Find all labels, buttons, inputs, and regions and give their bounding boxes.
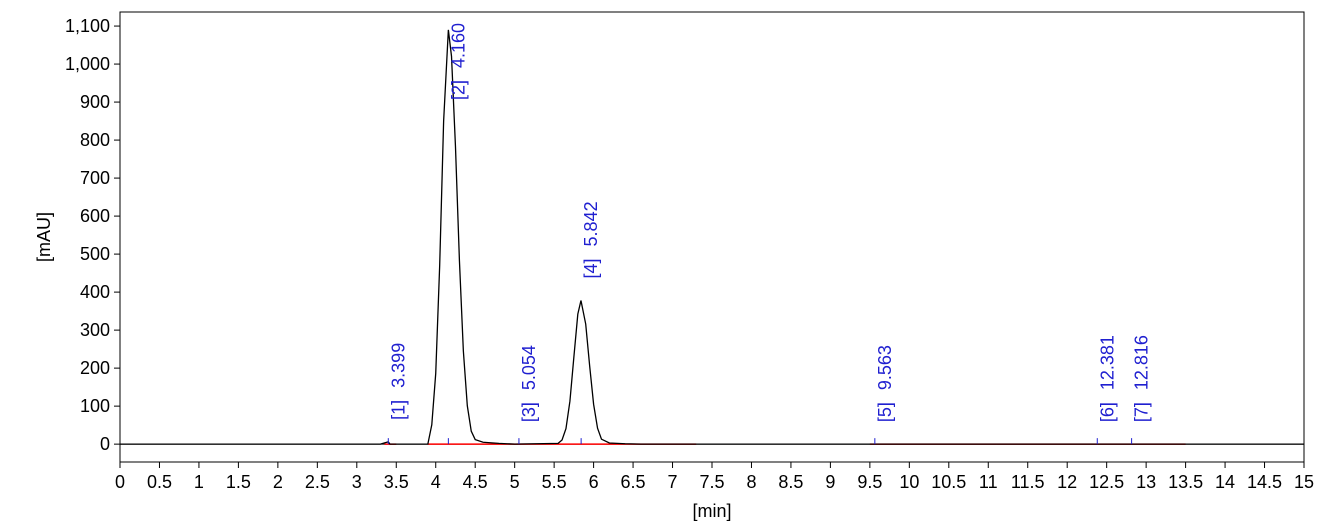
peak-rt: 9.563 — [875, 345, 895, 390]
x-tick-label: 7.5 — [699, 472, 724, 492]
y-axis-label: [mAU] — [34, 212, 54, 262]
x-tick-label: 13.5 — [1168, 472, 1203, 492]
peak-rt: 3.399 — [388, 343, 408, 388]
y-tick-label: 900 — [80, 92, 110, 112]
y-tick-label: 600 — [80, 206, 110, 226]
x-axis-label: [min] — [692, 501, 731, 521]
x-tick-label: 7 — [668, 472, 678, 492]
x-tick-label: 1.5 — [226, 472, 251, 492]
x-tick-label: 11.5 — [1011, 472, 1045, 492]
x-tick-label: 8 — [746, 472, 756, 492]
y-tick-label: 300 — [80, 320, 110, 340]
peak-label: [1] 3.399 — [388, 343, 408, 420]
peak-label: [2] 4.160 — [448, 23, 468, 100]
peak-id: [6] — [1097, 402, 1117, 422]
peak-rt: 4.160 — [448, 23, 468, 68]
peak-label: [7] 12.816 — [1132, 335, 1152, 422]
x-tick-label: 8.5 — [778, 472, 803, 492]
peak-id: [1] — [388, 400, 408, 420]
peak-id: [3] — [519, 402, 539, 422]
x-tick-label: 6 — [589, 472, 599, 492]
x-tick-label: 2 — [273, 472, 283, 492]
y-tick-label: 0 — [100, 434, 110, 454]
x-tick-label: 9.5 — [857, 472, 882, 492]
peak-rt: 12.816 — [1132, 335, 1152, 390]
peak-label: [6] 12.381 — [1097, 335, 1117, 422]
peak-id: [4] — [581, 258, 601, 278]
peak-rt: 12.381 — [1097, 335, 1117, 390]
y-tick-label: 200 — [80, 358, 110, 378]
y-tick-label: 1,100 — [65, 16, 110, 36]
x-tick-label: 4.5 — [463, 472, 488, 492]
peak-label: [4] 5.842 — [581, 201, 601, 278]
y-tick-label: 1,000 — [65, 54, 110, 74]
peak-id: [7] — [1132, 402, 1152, 422]
y-tick-label: 400 — [80, 282, 110, 302]
y-tick-label: 800 — [80, 130, 110, 150]
plot-frame — [119, 11, 1305, 463]
x-tick-label: 15 — [1294, 472, 1314, 492]
x-tick-label: 12.5 — [1089, 472, 1124, 492]
peak-label: [3] 5.054 — [519, 345, 539, 422]
x-tick-label: 3.5 — [384, 472, 409, 492]
peak-label: [5] 9.563 — [875, 345, 895, 422]
x-tick-label: 14 — [1215, 472, 1235, 492]
x-tick-label: 0 — [115, 472, 125, 492]
peak-rt: 5.054 — [519, 345, 539, 390]
peak-id: [5] — [875, 402, 895, 422]
x-tick-label: 1 — [194, 472, 204, 492]
x-tick-label: 6.5 — [621, 472, 646, 492]
x-tick-label: 3 — [352, 472, 362, 492]
x-tick-label: 10.5 — [931, 472, 966, 492]
x-tick-label: 4 — [431, 472, 441, 492]
x-tick-label: 5 — [510, 472, 520, 492]
y-tick-label: 700 — [80, 168, 110, 188]
y-tick-label: 500 — [80, 244, 110, 264]
x-tick-label: 12 — [1057, 472, 1077, 492]
x-tick-label: 9 — [825, 472, 835, 492]
y-tick-label: 100 — [80, 396, 110, 416]
x-tick-label: 0.5 — [147, 472, 172, 492]
x-tick-label: 11 — [979, 472, 998, 492]
trace — [120, 29, 1304, 445]
x-tick-label: 14.5 — [1247, 472, 1282, 492]
x-tick-label: 2.5 — [305, 472, 330, 492]
x-tick-label: 5.5 — [542, 472, 567, 492]
peak-rt: 5.842 — [581, 201, 601, 246]
x-tick-label: 13 — [1136, 472, 1156, 492]
peak-id: [2] — [448, 80, 468, 100]
x-tick-label: 10 — [899, 472, 919, 492]
